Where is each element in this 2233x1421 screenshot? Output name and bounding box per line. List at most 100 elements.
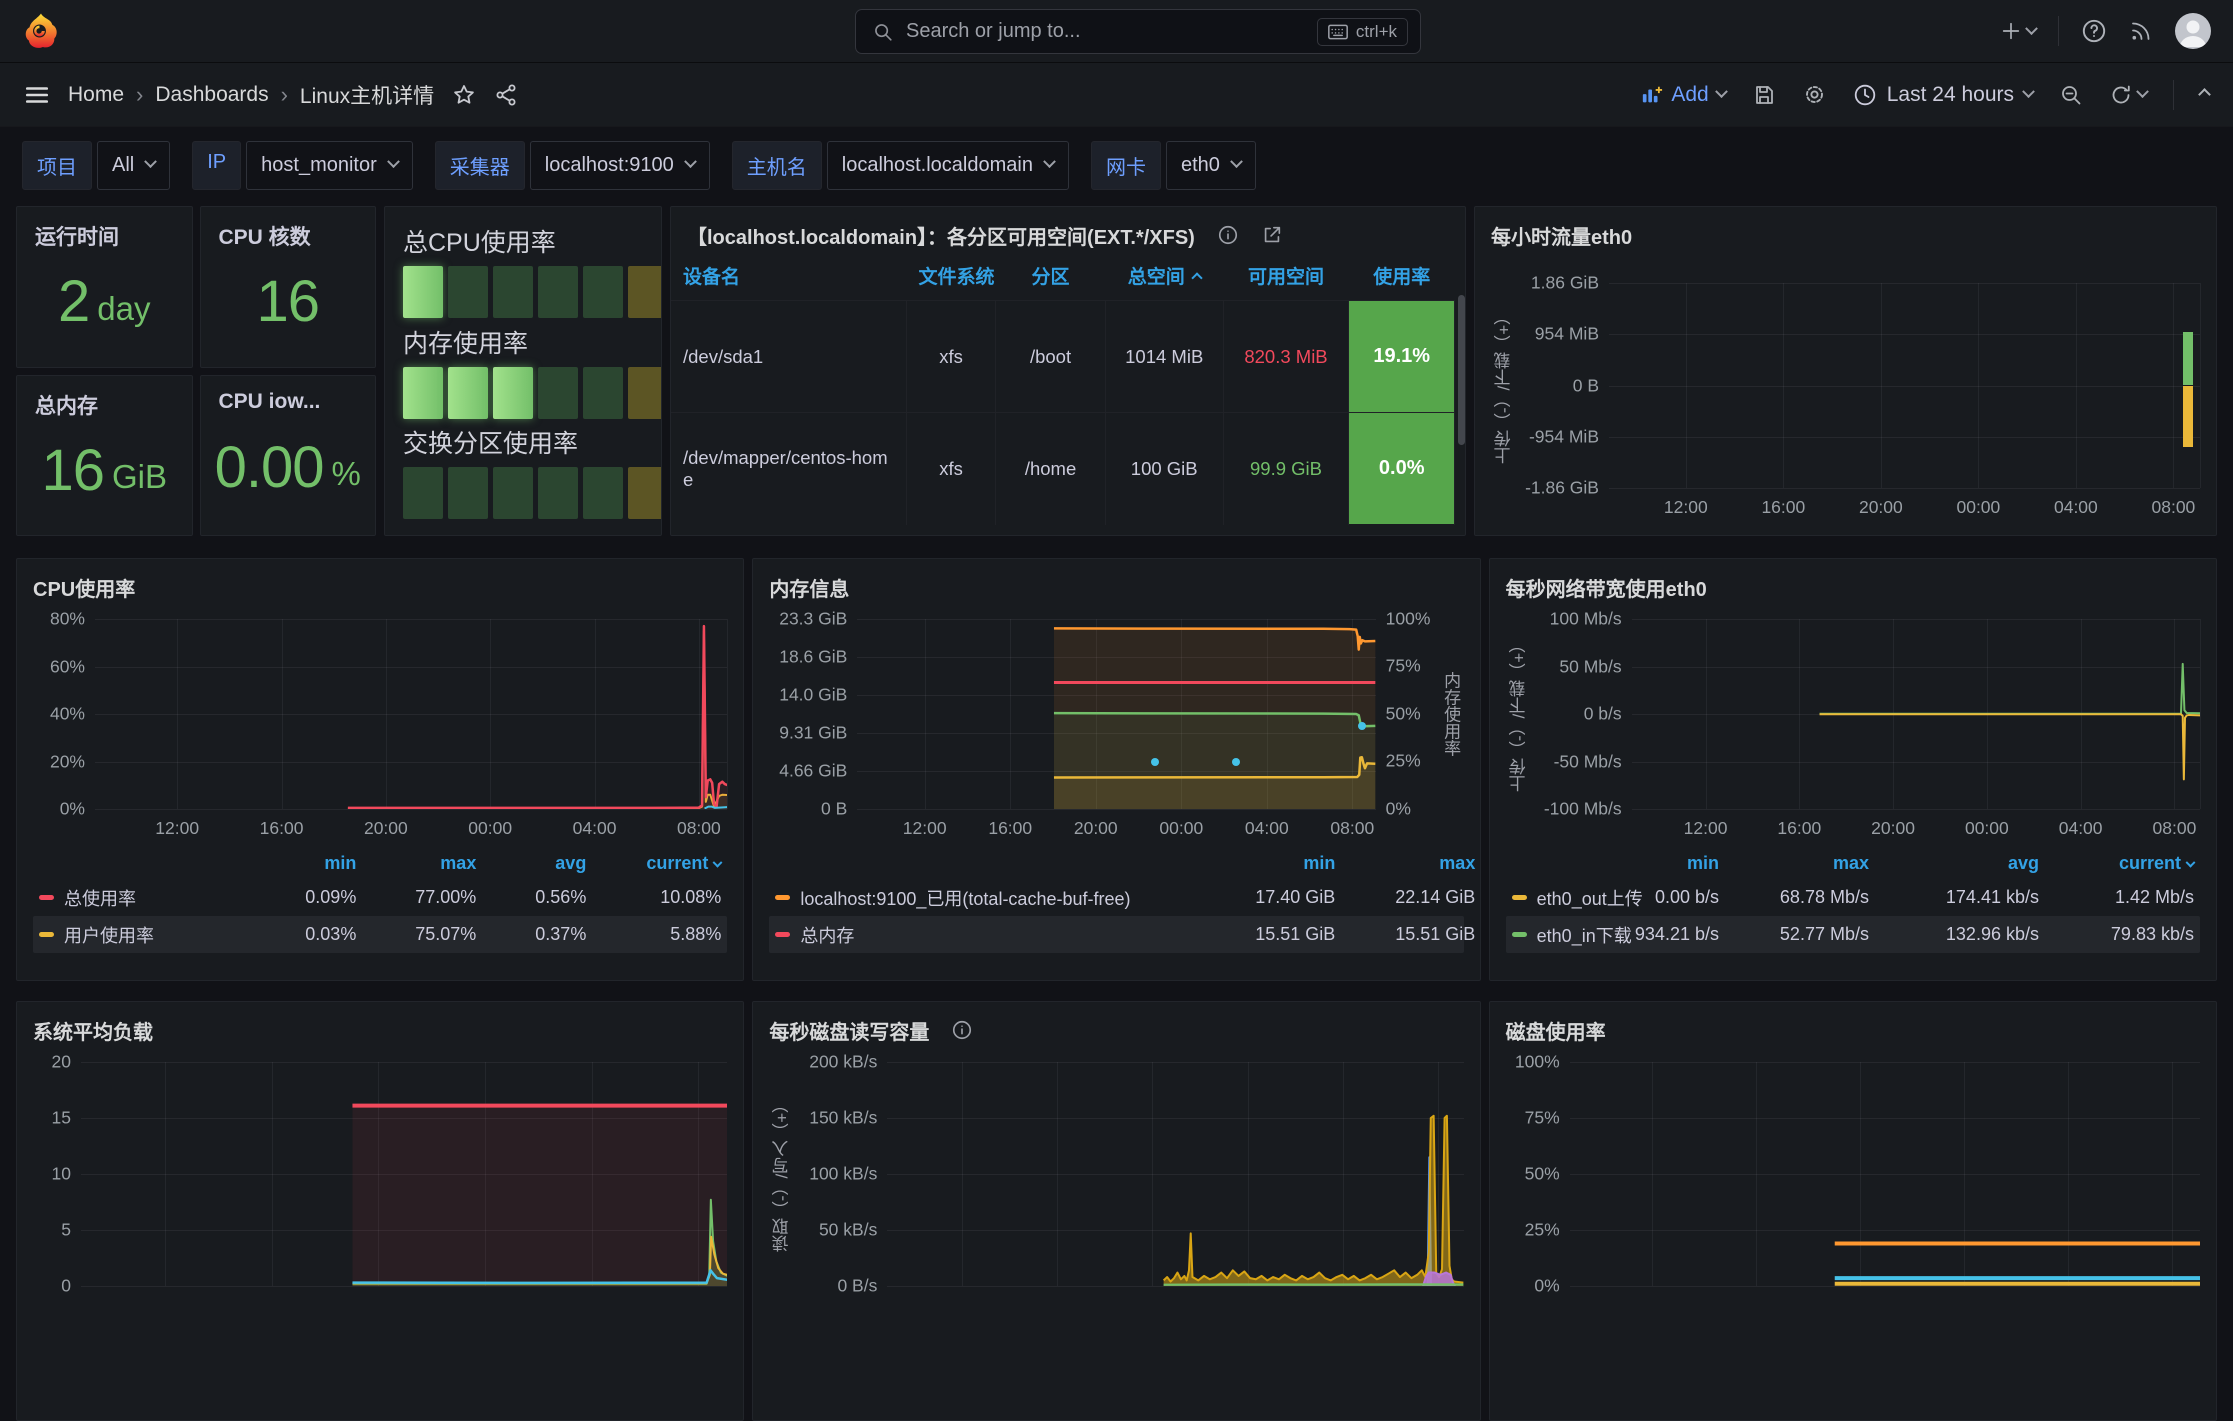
cpu-usage-panel: CPU使用率 80%60%40%20%0%12:0016:0020:0000:0…: [16, 558, 744, 981]
refresh-icon: [2109, 83, 2133, 107]
filter-value-dropdown[interactable]: localhost.localdomain: [827, 141, 1069, 190]
scatter-point: [1151, 758, 1159, 766]
memory-info-panel: 内存信息 23.3 GiB18.6 GiB14.0 GiB9.31 GiB4.6…: [752, 558, 1480, 981]
stat-panel: 总内存16GiB: [16, 375, 193, 537]
table-scrollbar[interactable]: [1458, 295, 1465, 445]
legend-header-avg[interactable]: avg: [1869, 853, 2039, 874]
table-column-header[interactable]: 设备名: [671, 253, 906, 301]
legend-header-max[interactable]: max: [356, 853, 476, 874]
legend-header-current[interactable]: current: [2039, 853, 2194, 874]
legend-header-current[interactable]: current: [586, 853, 721, 874]
plot-column: [1570, 1062, 2200, 1316]
breadcrumb-separator: ›: [281, 82, 288, 108]
filter-value-dropdown[interactable]: localhost:9100: [530, 141, 710, 190]
cell-available: 99.9 GiB: [1223, 413, 1349, 525]
refresh-button[interactable]: [2109, 83, 2147, 107]
panel-title[interactable]: 每秒磁盘读写容量: [769, 1016, 929, 1045]
x-tick-label: 20:00: [1859, 497, 1903, 518]
legend-header-min[interactable]: min: [1569, 853, 1719, 874]
mega-menu-icon[interactable]: [24, 82, 50, 108]
legend-header-max[interactable]: max: [1719, 853, 1869, 874]
info-icon[interactable]: [951, 1019, 973, 1041]
legend-value: 0.03%: [246, 924, 356, 945]
legend-series-label[interactable]: 总使用率: [39, 885, 246, 911]
legend-header-max[interactable]: max: [1335, 853, 1475, 874]
legend-series-label[interactable]: eth0_out上传: [1512, 885, 1569, 911]
panel-title[interactable]: 磁盘使用率: [1506, 1016, 1606, 1045]
gauge-segment: [538, 367, 578, 419]
settings-gear-icon[interactable]: [1802, 82, 1827, 107]
table-column-header[interactable]: 使用率: [1349, 253, 1455, 301]
y-axis-ticks: 100%75%50%25%0%: [1506, 1062, 1570, 1286]
network-bandwidth-panel: 每秒网络带宽使用eth0 上传（-）/下载（+）100 Mb/s50 Mb/s0…: [1489, 558, 2217, 981]
table-column-header[interactable]: 可用空间: [1223, 253, 1349, 301]
new-button[interactable]: [2000, 20, 2036, 42]
panel-title[interactable]: 系统平均负载: [33, 1016, 153, 1045]
legend-value: 0.00 b/s: [1569, 887, 1719, 908]
table-column-header[interactable]: 分区: [996, 253, 1106, 301]
plot-region: [1570, 1062, 2200, 1286]
save-dashboard-icon[interactable]: [1752, 83, 1776, 107]
legend-header-row: minmaxavgcurrent: [1506, 847, 2200, 879]
filter-value-dropdown[interactable]: eth0: [1166, 141, 1256, 190]
filter-value-dropdown[interactable]: All: [97, 141, 170, 190]
gauge-segment: [403, 367, 443, 419]
y-tick-label: 0 B/s: [837, 1276, 877, 1297]
filter-value-dropdown[interactable]: host_monitor: [246, 141, 413, 190]
chevron-down-icon: [684, 155, 697, 168]
legend-header-min[interactable]: min: [1195, 853, 1335, 874]
gauge-row: N/A: [403, 467, 643, 519]
legend-series-label[interactable]: 用户使用率: [39, 922, 246, 948]
help-button[interactable]: [2081, 18, 2107, 44]
y-tick-label: 0: [61, 1276, 71, 1297]
stat-panel: CPU iow...0.00%: [200, 375, 377, 537]
legend-header-min[interactable]: min: [246, 853, 356, 874]
gauge-segment: [628, 266, 662, 318]
panel-title[interactable]: CPU使用率: [33, 573, 135, 602]
panel-title[interactable]: 每秒网络带宽使用eth0: [1506, 573, 1707, 602]
gauge-segment: [448, 266, 488, 318]
cell-device: /dev/sda1: [671, 301, 906, 413]
legend-series-label[interactable]: eth0_in下载: [1512, 922, 1569, 948]
table-column-header[interactable]: 文件系统: [906, 253, 995, 301]
share-icon[interactable]: [494, 83, 518, 107]
y-tick-label: 1.86 GiB: [1531, 273, 1599, 294]
legend-row: eth0_out上传0.00 b/s68.78 Mb/s174.41 kb/s1…: [1506, 879, 2200, 916]
legend-series-label[interactable]: localhost:9100_已用(total-cache-buf-free): [775, 885, 1195, 911]
collapse-controls-icon[interactable]: [2198, 88, 2211, 101]
zoom-out-icon[interactable]: [2059, 83, 2083, 107]
legend-series-label[interactable]: 总内存: [775, 922, 1195, 948]
panel-title[interactable]: 每小时流量eth0: [1491, 221, 1632, 250]
chart-series-svg: [81, 1062, 727, 1286]
search-input[interactable]: Search or jump to... ctrl+k: [855, 9, 1421, 54]
news-button[interactable]: [2129, 19, 2153, 43]
table-column-header[interactable]: 总空间: [1105, 253, 1223, 301]
y-tick-label: 40%: [50, 704, 85, 725]
bar-下载(+) MiB: [2183, 332, 2193, 385]
divider: [2173, 80, 2174, 110]
plot-column: [887, 1062, 1463, 1316]
chart-area: 上传（-）/下载（+）1.86 GiB954 MiB0 B-954 MiB-1.…: [1491, 253, 2200, 518]
search-placeholder: Search or jump to...: [906, 20, 1317, 43]
add-panel-button[interactable]: Add: [1641, 83, 1725, 107]
info-icon[interactable]: [1217, 224, 1239, 246]
grafana-logo-icon[interactable]: [22, 12, 60, 50]
cell-mount: /boot: [996, 301, 1106, 413]
y-tick-label: 50%: [1525, 1164, 1560, 1185]
table-row: /dev/sda1xfs/boot1014 MiB820.3 MiB19.1%: [671, 301, 1455, 413]
filter-value-text: eth0: [1181, 154, 1220, 177]
y-tick-label: 14.0 GiB: [779, 685, 847, 706]
external-link-icon[interactable]: [1261, 224, 1283, 246]
y-tick-label: 100 Mb/s: [1550, 609, 1622, 630]
breadcrumb-dashboards[interactable]: Dashboards: [155, 83, 268, 107]
panel-title[interactable]: 【localhost.localdomain】：各分区可用空间(EXT.*/XF…: [687, 221, 1195, 250]
legend-header-avg[interactable]: avg: [476, 853, 586, 874]
user-avatar[interactable]: [2175, 13, 2211, 49]
favorite-star-icon[interactable]: [452, 83, 476, 107]
panel-title[interactable]: 内存信息: [769, 573, 849, 602]
y-axis-label: 上传（-）/下载（+）: [1491, 283, 1517, 488]
time-range-picker[interactable]: Last 24 hours: [1853, 83, 2033, 107]
breadcrumb-home[interactable]: Home: [68, 83, 124, 107]
legend-value: 132.96 kb/s: [1869, 924, 2039, 945]
legend-header-avg[interactable]: avg: [1475, 853, 1479, 874]
